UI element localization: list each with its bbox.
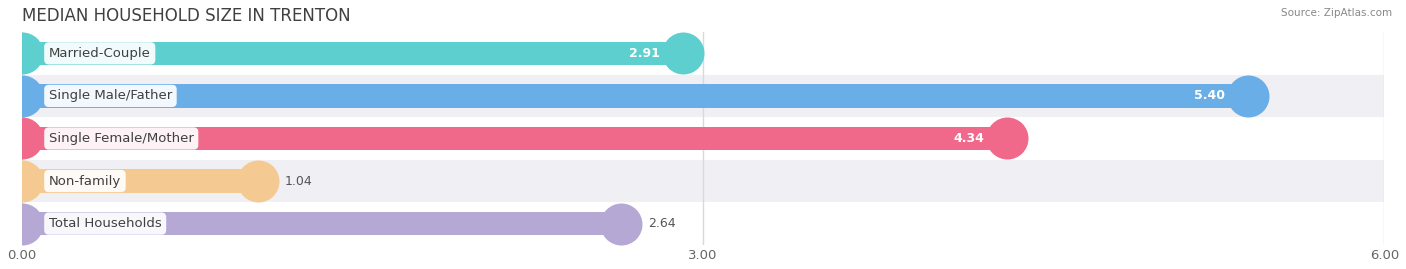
Text: Non-family: Non-family xyxy=(49,175,121,187)
Text: 2.64: 2.64 xyxy=(648,217,676,230)
Text: Married-Couple: Married-Couple xyxy=(49,47,150,60)
Text: 4.34: 4.34 xyxy=(953,132,984,145)
Bar xyxy=(21,42,682,65)
Bar xyxy=(21,117,1385,160)
Bar xyxy=(21,75,1385,117)
Text: Single Male/Father: Single Male/Father xyxy=(49,89,172,102)
Bar xyxy=(21,169,257,193)
Bar xyxy=(21,84,1249,108)
Bar xyxy=(21,212,621,235)
Text: Source: ZipAtlas.com: Source: ZipAtlas.com xyxy=(1281,8,1392,18)
Bar xyxy=(21,160,1385,202)
Text: 5.40: 5.40 xyxy=(1195,89,1226,102)
Text: 2.91: 2.91 xyxy=(628,47,659,60)
Text: 1.04: 1.04 xyxy=(285,175,312,187)
Bar xyxy=(21,202,1385,245)
Text: Single Female/Mother: Single Female/Mother xyxy=(49,132,194,145)
Text: MEDIAN HOUSEHOLD SIZE IN TRENTON: MEDIAN HOUSEHOLD SIZE IN TRENTON xyxy=(21,7,350,25)
Bar xyxy=(21,127,1007,150)
Text: Total Households: Total Households xyxy=(49,217,162,230)
Bar xyxy=(21,32,1385,75)
